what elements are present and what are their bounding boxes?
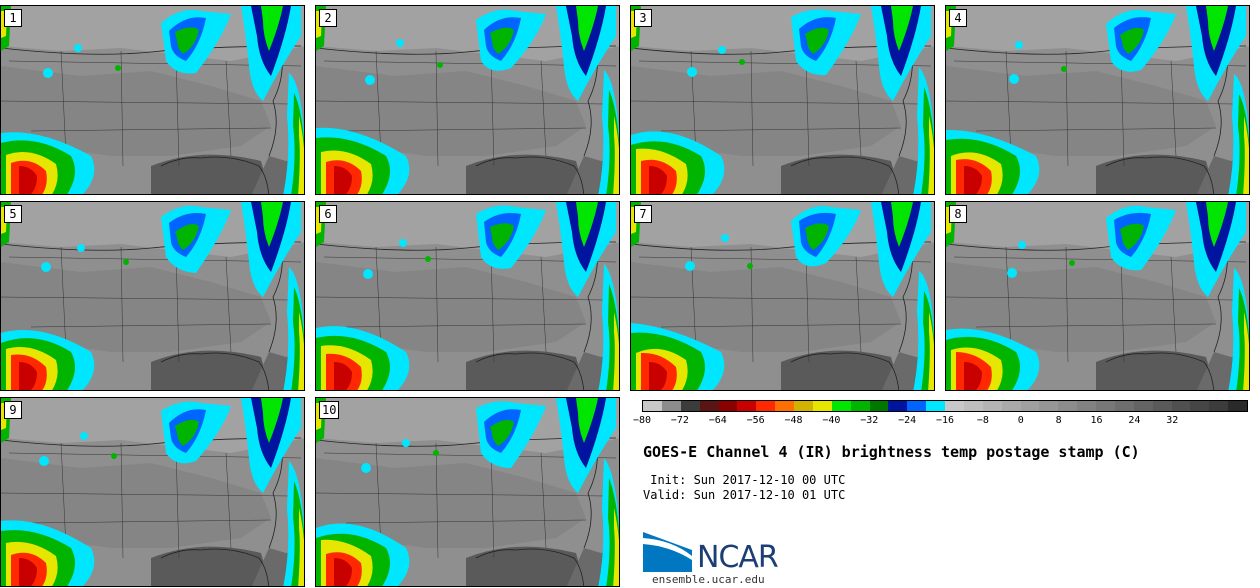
- colorbar: [642, 400, 1248, 412]
- colorbar-swatch: [963, 401, 983, 411]
- map-panel: 1: [0, 5, 305, 195]
- colorbar-tick-label: −24: [898, 415, 917, 426]
- init-time: Init: Sun 2017-12-10 00 UTC: [643, 473, 846, 487]
- valid-time: Valid: Sun 2017-12-10 01 UTC: [643, 488, 846, 502]
- colorbar-swatch: [737, 401, 757, 411]
- colorbar-swatch: [812, 401, 832, 411]
- colorbar-swatch: [1039, 401, 1059, 411]
- colorbar-ticks: −80 −72 −64 −56 −48 −40 −32 −24 −16 −8 0 8 16 24 32: [633, 415, 1248, 429]
- colorbar-tick-label: 16: [1090, 415, 1103, 426]
- map-panel: 3: [630, 5, 935, 195]
- map-panel: 10: [315, 397, 620, 587]
- panel-number: 2: [319, 9, 337, 27]
- colorbar-swatch: [945, 401, 964, 411]
- map-panel: 5: [0, 201, 305, 391]
- colorbar-swatch: [1001, 401, 1021, 411]
- panel-number: 1: [4, 9, 22, 27]
- colorbar-swatch: [850, 401, 870, 411]
- map-panel: 6: [315, 201, 620, 391]
- map-panel: 2: [315, 5, 620, 195]
- panel-number: 3: [634, 9, 652, 27]
- colorbar-swatch: [1058, 401, 1078, 411]
- colorbar-swatch: [756, 401, 776, 411]
- map-panel: 8: [945, 201, 1250, 391]
- colorbar-swatch: [1114, 401, 1134, 411]
- panel-number: 6: [319, 205, 337, 223]
- map-panel: 9: [0, 397, 305, 587]
- panel-number: 4: [949, 9, 967, 27]
- colorbar-tick-label: 8: [1055, 415, 1062, 426]
- colorbar-tick-label: −32: [860, 415, 879, 426]
- colorbar-tick-label: 32: [1166, 415, 1179, 426]
- colorbar-swatch: [775, 401, 794, 411]
- colorbar-swatch: [1020, 401, 1040, 411]
- colorbar-tick-label: −40: [822, 415, 841, 426]
- colorbar-tick-label: 24: [1128, 415, 1141, 426]
- product-title: GOES-E Channel 4 (IR) brightness temp po…: [643, 443, 1140, 461]
- colorbar-tick-label: −64: [708, 415, 727, 426]
- colorbar-swatch: [1077, 401, 1096, 411]
- colorbar-swatch: [869, 401, 889, 411]
- colorbar-swatch: [643, 401, 662, 411]
- colorbar-tick-label: −80: [632, 415, 652, 426]
- colorbar-swatch: [907, 401, 927, 411]
- colorbar-swatch: [794, 401, 813, 411]
- panel-number: 7: [634, 205, 652, 223]
- panel-number: 10: [319, 401, 340, 419]
- website-url: ensemble.ucar.edu: [652, 573, 765, 586]
- colorbar-swatch: [718, 401, 738, 411]
- colorbar-swatch: [831, 401, 851, 411]
- colorbar-swatch: [1190, 401, 1210, 411]
- map-panel: 4: [945, 5, 1250, 195]
- colorbar-swatch: [1228, 401, 1247, 411]
- colorbar-swatch: [1152, 401, 1172, 411]
- colorbar-tick-label: −56: [746, 415, 765, 426]
- panel-number: 9: [4, 401, 22, 419]
- colorbar-swatch: [1209, 401, 1229, 411]
- colorbar-swatch: [888, 401, 908, 411]
- ncar-logo-icon: [643, 532, 692, 572]
- colorbar-tick-label: −16: [935, 415, 955, 426]
- colorbar-tick-label: −72: [670, 415, 689, 426]
- colorbar-swatch: [661, 401, 681, 411]
- colorbar-swatch: [1133, 401, 1153, 411]
- colorbar-tick-label: 0: [1017, 415, 1024, 426]
- panel-number: 5: [4, 205, 22, 223]
- colorbar-swatch: [1096, 401, 1115, 411]
- colorbar-tick-label: −8: [976, 415, 989, 426]
- colorbar-swatch: [699, 401, 719, 411]
- colorbar-swatch: [680, 401, 700, 411]
- colorbar-swatch: [1171, 401, 1191, 411]
- colorbar-swatch: [982, 401, 1002, 411]
- map-panel: 7: [630, 201, 935, 391]
- colorbar-tick-label: −48: [784, 415, 803, 426]
- panel-number: 8: [949, 205, 967, 223]
- colorbar-swatch: [926, 401, 945, 411]
- ncar-logo-text: NCAR: [697, 540, 779, 575]
